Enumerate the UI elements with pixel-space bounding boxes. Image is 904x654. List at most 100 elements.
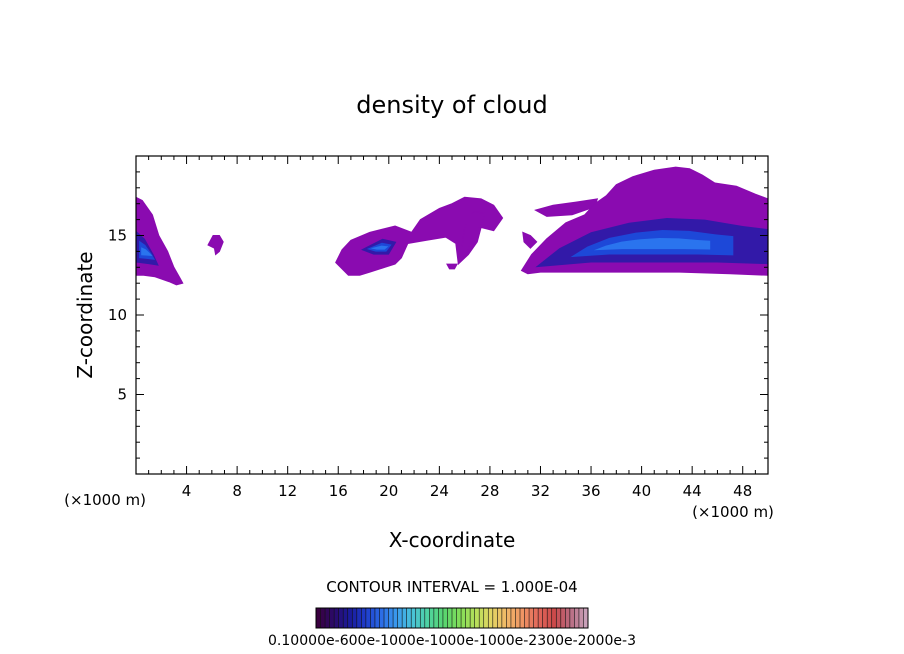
colorbar-swatch [329,608,335,628]
colorbar-swatch [583,608,589,628]
x-tick-label: 8 [232,482,242,500]
colorbar-swatch [316,608,321,628]
colorbar-swatch [402,608,407,628]
colorbar-swatch [438,608,444,628]
colorbar-swatch [352,608,358,628]
colorbar-swatch [393,608,398,628]
x-tick-label: 20 [379,482,398,500]
colorbar-swatch [433,608,439,628]
colorbar-swatch [411,608,417,628]
colorbar-swatch [574,608,580,628]
colorbar-swatch [479,608,485,628]
colorbar-swatch [483,608,489,628]
cloud-region-right-cloud [520,166,768,276]
colorbar-swatch [547,608,553,628]
colorbar-swatch [569,608,575,628]
colorbar-swatch [384,608,389,628]
colorbar-swatch [497,608,503,628]
x-unit-left: (×1000 m) [64,491,146,509]
y-tick-label: 5 [117,386,127,404]
colorbar-swatch [397,608,403,628]
colorbar-swatch [379,608,385,628]
cloud-region-mid-cloud-core [461,211,486,255]
cloud-core-contour [593,238,711,251]
colorbar [315,607,589,629]
colorbar-swatch [560,608,566,628]
colorbar-swatch [420,608,426,628]
colorbar-swatch [406,608,412,628]
colorbar-swatch [474,608,480,628]
colorbar-swatch [515,608,521,628]
colorbar-swatch [488,608,494,628]
colorbar-swatch [533,608,539,628]
cloud-outer-contour [461,211,486,255]
cloud-outer-contour [335,196,504,276]
y-axis-label: Z-coordinate [73,251,97,378]
chart-title: density of cloud [356,91,547,119]
cloud-region-speck-b [522,231,538,249]
colorbar-labels: 0.10000e-600e-1000e-1000e-1000e-2300e-20… [268,633,636,649]
cloud-contours [136,166,768,286]
colorbar-swatch [442,608,448,628]
cloud-core-contour [370,245,389,250]
colorbar-swatch [456,608,462,628]
x-tick-label: 4 [182,482,192,500]
cloud-region-mid-cloud [335,196,504,276]
colorbar-swatch [470,608,475,628]
x-tick-label: 28 [480,482,499,500]
x-tick-label: 48 [733,482,752,500]
x-tick-label: 12 [278,482,297,500]
colorbar-swatch [361,608,367,628]
colorbar-swatch [565,608,571,628]
colorbar-swatch [424,608,430,628]
colorbar-swatch [338,608,344,628]
colorbar-swatch [447,608,453,628]
y-tick-label: 15 [108,227,127,245]
cloud-region-left-edge [136,196,184,286]
y-tick-label: 10 [108,306,127,324]
colorbar-swatch [529,608,534,628]
colorbar-swatch [578,608,584,628]
colorbar-swatch [388,608,394,628]
cloud-core-contour [141,247,153,256]
x-tick-label: 32 [531,482,550,500]
colorbar-swatch [325,608,330,628]
colorbar-swatch [415,608,421,628]
colorbar-swatch [370,608,376,628]
colorbar-swatch [520,608,525,628]
colorbar-frame [315,607,589,629]
cloud-outer-contour [207,235,224,256]
cloud-region-speck-a [446,263,458,270]
x-axis-label: X-coordinate [389,528,516,552]
colorbar-swatch [343,608,349,628]
x-tick-label: 24 [430,482,449,500]
colorbar-swatch [320,608,326,628]
colorbar-swatch [551,608,557,628]
colorbar-swatch [356,608,362,628]
x-tick-label: 44 [683,482,702,500]
colorbar-swatch [501,608,507,628]
x-unit-right: (×1000 m) [692,503,774,521]
colorbar-swatch [506,608,512,628]
colorbar-swatch [374,608,380,628]
colorbar-swatch [492,608,498,628]
colorbar-swatch [465,608,471,628]
colorbar-swatch [556,608,562,628]
colorbar-swatch [524,608,530,628]
cloud-outer-contour [522,231,538,249]
colorbar-swatch [538,608,543,628]
cloud-outer-contour [446,263,458,270]
x-tick-label: 16 [329,482,348,500]
colorbar-swatch [429,608,435,628]
colorbar-swatch [365,608,371,628]
colorbar-swatch [347,608,353,628]
colorbar-swatch [461,608,466,628]
cloud-region-small-blob [207,235,224,256]
colorbar-swatch [510,608,516,628]
x-tick-label: 36 [581,482,600,500]
x-tick-label: 40 [632,482,651,500]
contour-interval-label: CONTOUR INTERVAL = 1.000E-04 [326,578,577,596]
colorbar-swatch [334,608,339,628]
